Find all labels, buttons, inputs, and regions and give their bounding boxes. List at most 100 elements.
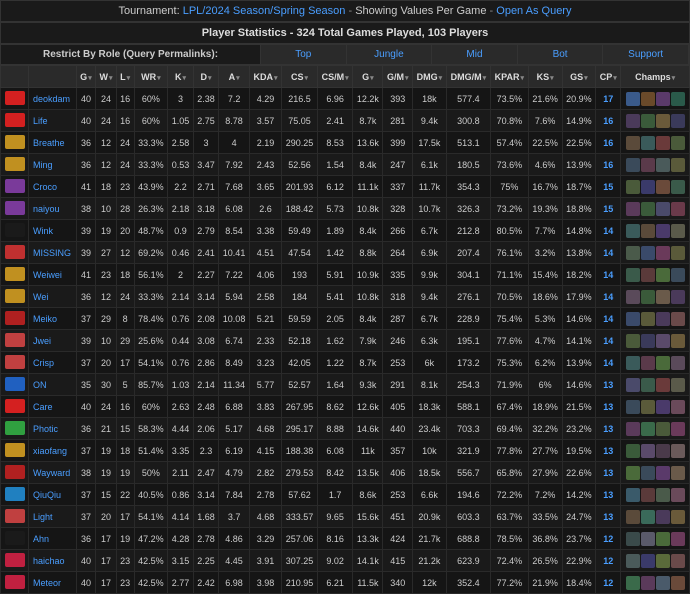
- champ-icon[interactable]: [656, 158, 670, 172]
- champ-icon[interactable]: [671, 422, 685, 436]
- champ-icon[interactable]: [671, 246, 685, 260]
- champ-icon[interactable]: [641, 158, 655, 172]
- col-header[interactable]: KS▾: [528, 66, 562, 88]
- champ-icon[interactable]: [626, 400, 640, 414]
- player-link[interactable]: Wink: [29, 220, 77, 242]
- champ-icon[interactable]: [656, 400, 670, 414]
- champ-icon[interactable]: [641, 224, 655, 238]
- champ-icon[interactable]: [671, 466, 685, 480]
- champ-icon[interactable]: [656, 554, 670, 568]
- role-tab-bot[interactable]: Bot: [518, 45, 604, 64]
- col-header[interactable]: KPAR▾: [490, 66, 528, 88]
- champ-icon[interactable]: [641, 312, 655, 326]
- player-link[interactable]: Ahn: [29, 528, 77, 550]
- col-header[interactable]: Champs▾: [621, 66, 690, 88]
- champ-icon[interactable]: [641, 400, 655, 414]
- champ-icon[interactable]: [671, 312, 685, 326]
- champ-icon[interactable]: [641, 246, 655, 260]
- champ-icon[interactable]: [656, 466, 670, 480]
- champ-icon[interactable]: [656, 378, 670, 392]
- champ-icon[interactable]: [671, 576, 685, 590]
- champ-icon[interactable]: [626, 554, 640, 568]
- champ-icon[interactable]: [656, 312, 670, 326]
- champ-icon[interactable]: [641, 422, 655, 436]
- col-header[interactable]: G▾: [76, 66, 95, 88]
- champ-icon[interactable]: [641, 92, 655, 106]
- player-link[interactable]: Crisp: [29, 352, 77, 374]
- player-link[interactable]: Jwei: [29, 330, 77, 352]
- player-link[interactable]: Croco: [29, 176, 77, 198]
- col-header[interactable]: GS▾: [562, 66, 596, 88]
- champ-icon[interactable]: [671, 180, 685, 194]
- champ-icon[interactable]: [656, 488, 670, 502]
- player-link[interactable]: xiaofang: [29, 440, 77, 462]
- col-header[interactable]: W▾: [96, 66, 117, 88]
- player-link[interactable]: Wei: [29, 286, 77, 308]
- champ-icon[interactable]: [671, 488, 685, 502]
- champ-icon[interactable]: [626, 114, 640, 128]
- player-link[interactable]: Meteor: [29, 572, 77, 594]
- champ-icon[interactable]: [641, 290, 655, 304]
- champ-icon[interactable]: [626, 224, 640, 238]
- champ-icon[interactable]: [626, 510, 640, 524]
- champ-icon[interactable]: [671, 400, 685, 414]
- champ-icon[interactable]: [626, 576, 640, 590]
- champ-icon[interactable]: [641, 114, 655, 128]
- champ-icon[interactable]: [626, 356, 640, 370]
- col-header[interactable]: KDA▾: [249, 66, 281, 88]
- champ-icon[interactable]: [641, 532, 655, 546]
- col-header[interactable]: CS/M▾: [317, 66, 352, 88]
- champ-icon[interactable]: [671, 356, 685, 370]
- player-link[interactable]: Weiwei: [29, 264, 77, 286]
- col-header[interactable]: A▾: [219, 66, 250, 88]
- role-link[interactable]: Mid: [466, 49, 482, 60]
- player-link[interactable]: deokdam: [29, 88, 77, 110]
- champ-icon[interactable]: [671, 532, 685, 546]
- champ-icon[interactable]: [656, 114, 670, 128]
- champ-icon[interactable]: [626, 532, 640, 546]
- champ-icon[interactable]: [641, 488, 655, 502]
- player-link[interactable]: MISSING: [29, 242, 77, 264]
- col-header[interactable]: CP▾: [596, 66, 621, 88]
- champ-icon[interactable]: [641, 334, 655, 348]
- champ-icon[interactable]: [641, 554, 655, 568]
- champ-icon[interactable]: [671, 510, 685, 524]
- champ-icon[interactable]: [671, 444, 685, 458]
- champ-icon[interactable]: [626, 444, 640, 458]
- champ-icon[interactable]: [641, 378, 655, 392]
- role-tab-top[interactable]: Top: [261, 45, 347, 64]
- col-header[interactable]: WR▾: [134, 66, 168, 88]
- champ-icon[interactable]: [671, 334, 685, 348]
- champ-icon[interactable]: [656, 246, 670, 260]
- champ-icon[interactable]: [656, 444, 670, 458]
- champ-icon[interactable]: [671, 92, 685, 106]
- champ-icon[interactable]: [626, 158, 640, 172]
- champ-icon[interactable]: [671, 224, 685, 238]
- champ-icon[interactable]: [671, 114, 685, 128]
- player-link[interactable]: Care: [29, 396, 77, 418]
- player-link[interactable]: Wayward: [29, 462, 77, 484]
- col-header[interactable]: K▾: [168, 66, 193, 88]
- col-header[interactable]: [1, 66, 29, 88]
- champ-icon[interactable]: [626, 180, 640, 194]
- role-link[interactable]: Bot: [553, 49, 568, 60]
- role-tab-jungle[interactable]: Jungle: [347, 45, 433, 64]
- tournament-link[interactable]: LPL/2024 Season/Spring Season: [183, 5, 346, 17]
- champ-icon[interactable]: [626, 488, 640, 502]
- champ-icon[interactable]: [626, 378, 640, 392]
- col-header[interactable]: D▾: [193, 66, 218, 88]
- champ-icon[interactable]: [656, 92, 670, 106]
- player-link[interactable]: Ming: [29, 154, 77, 176]
- role-tab-mid[interactable]: Mid: [432, 45, 518, 64]
- champ-icon[interactable]: [641, 202, 655, 216]
- champ-icon[interactable]: [626, 246, 640, 260]
- champ-icon[interactable]: [641, 180, 655, 194]
- champ-icon[interactable]: [641, 356, 655, 370]
- col-header[interactable]: CS▾: [282, 66, 318, 88]
- champ-icon[interactable]: [626, 136, 640, 150]
- champ-icon[interactable]: [626, 312, 640, 326]
- champ-icon[interactable]: [656, 180, 670, 194]
- champ-icon[interactable]: [626, 334, 640, 348]
- champ-icon[interactable]: [656, 202, 670, 216]
- champ-icon[interactable]: [671, 554, 685, 568]
